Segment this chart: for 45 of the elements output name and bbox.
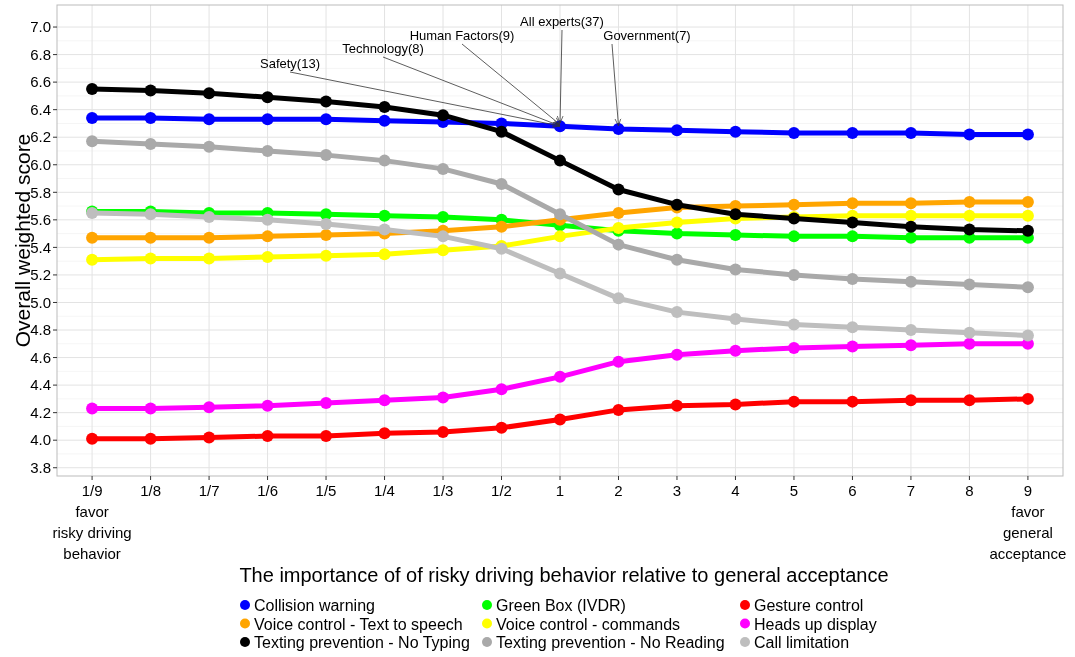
annotation: Government(7) (603, 28, 691, 43)
y-tick-label: 4.8 (30, 321, 51, 339)
x-axis-title: The importance of of risky driving behavior relative to general acceptance (239, 564, 889, 586)
legend-label: Collision warning (254, 597, 375, 614)
legend-label: Gesture control (754, 597, 864, 614)
y-tick-label: 4.4 (30, 376, 51, 394)
x-tick-label: 1/7 (198, 482, 220, 499)
x-tick-label: 2 (614, 482, 623, 499)
y-tick-label: 4.0 (30, 431, 51, 449)
y-tick-label: 4.6 (30, 348, 51, 366)
x-tick-label: 1/8 (140, 482, 162, 499)
y-tick-label: 6.6 (30, 73, 51, 91)
x-tick-label: 9 favor general acceptance (989, 482, 1067, 562)
annotation: Human Factors(9) (409, 28, 515, 43)
x-tick-label: 1/4 (374, 482, 395, 499)
x-tick-label: 1/6 (257, 482, 278, 499)
x-tick-label: 1 (555, 482, 565, 499)
y-tick-label: 6.2 (30, 128, 51, 146)
y-tick-label: 4.2 (30, 403, 51, 421)
annotation: Technology(8) (342, 41, 424, 56)
x-tick-label: 5 (789, 482, 799, 499)
x-tick-label: 1/5 (315, 482, 337, 499)
x-tick-label: 4 (731, 482, 740, 499)
x-tick-label: 1/3 (432, 482, 454, 499)
x-tick-label: 3 (672, 482, 682, 499)
y-tick-label: 7.0 (30, 18, 51, 36)
y-tick-label: 6.8 (30, 45, 51, 63)
y-tick-label: 3.8 (30, 458, 51, 476)
x-tick-label: 7 (906, 482, 916, 499)
legend-label: Voice control - commands (496, 615, 681, 633)
annotation: Safety(13) (260, 56, 320, 71)
legend-label: Texting prevention - No Reading (496, 634, 725, 651)
legend-label: Voice control - Text to speech (254, 615, 463, 633)
x-tick-label: 1/9 favor risky driving behavior (52, 482, 132, 562)
legend-label: Call limitation (754, 634, 850, 651)
y-tick-label: 6.0 (30, 156, 51, 173)
x-tick-label: 8 (965, 482, 974, 499)
annotation: All experts(37) (520, 14, 604, 29)
legend-label: Heads up display (754, 615, 877, 633)
x-tick-label: 1/2 (491, 482, 512, 499)
y-tick-label: 5.0 (30, 293, 51, 311)
legend-label: Green Box (IVDR) (496, 597, 626, 614)
legend-label: Texting prevention - No Typing (254, 634, 470, 651)
y-tick-label: 6.4 (30, 100, 51, 118)
x-tick-label: 6 (848, 482, 857, 499)
